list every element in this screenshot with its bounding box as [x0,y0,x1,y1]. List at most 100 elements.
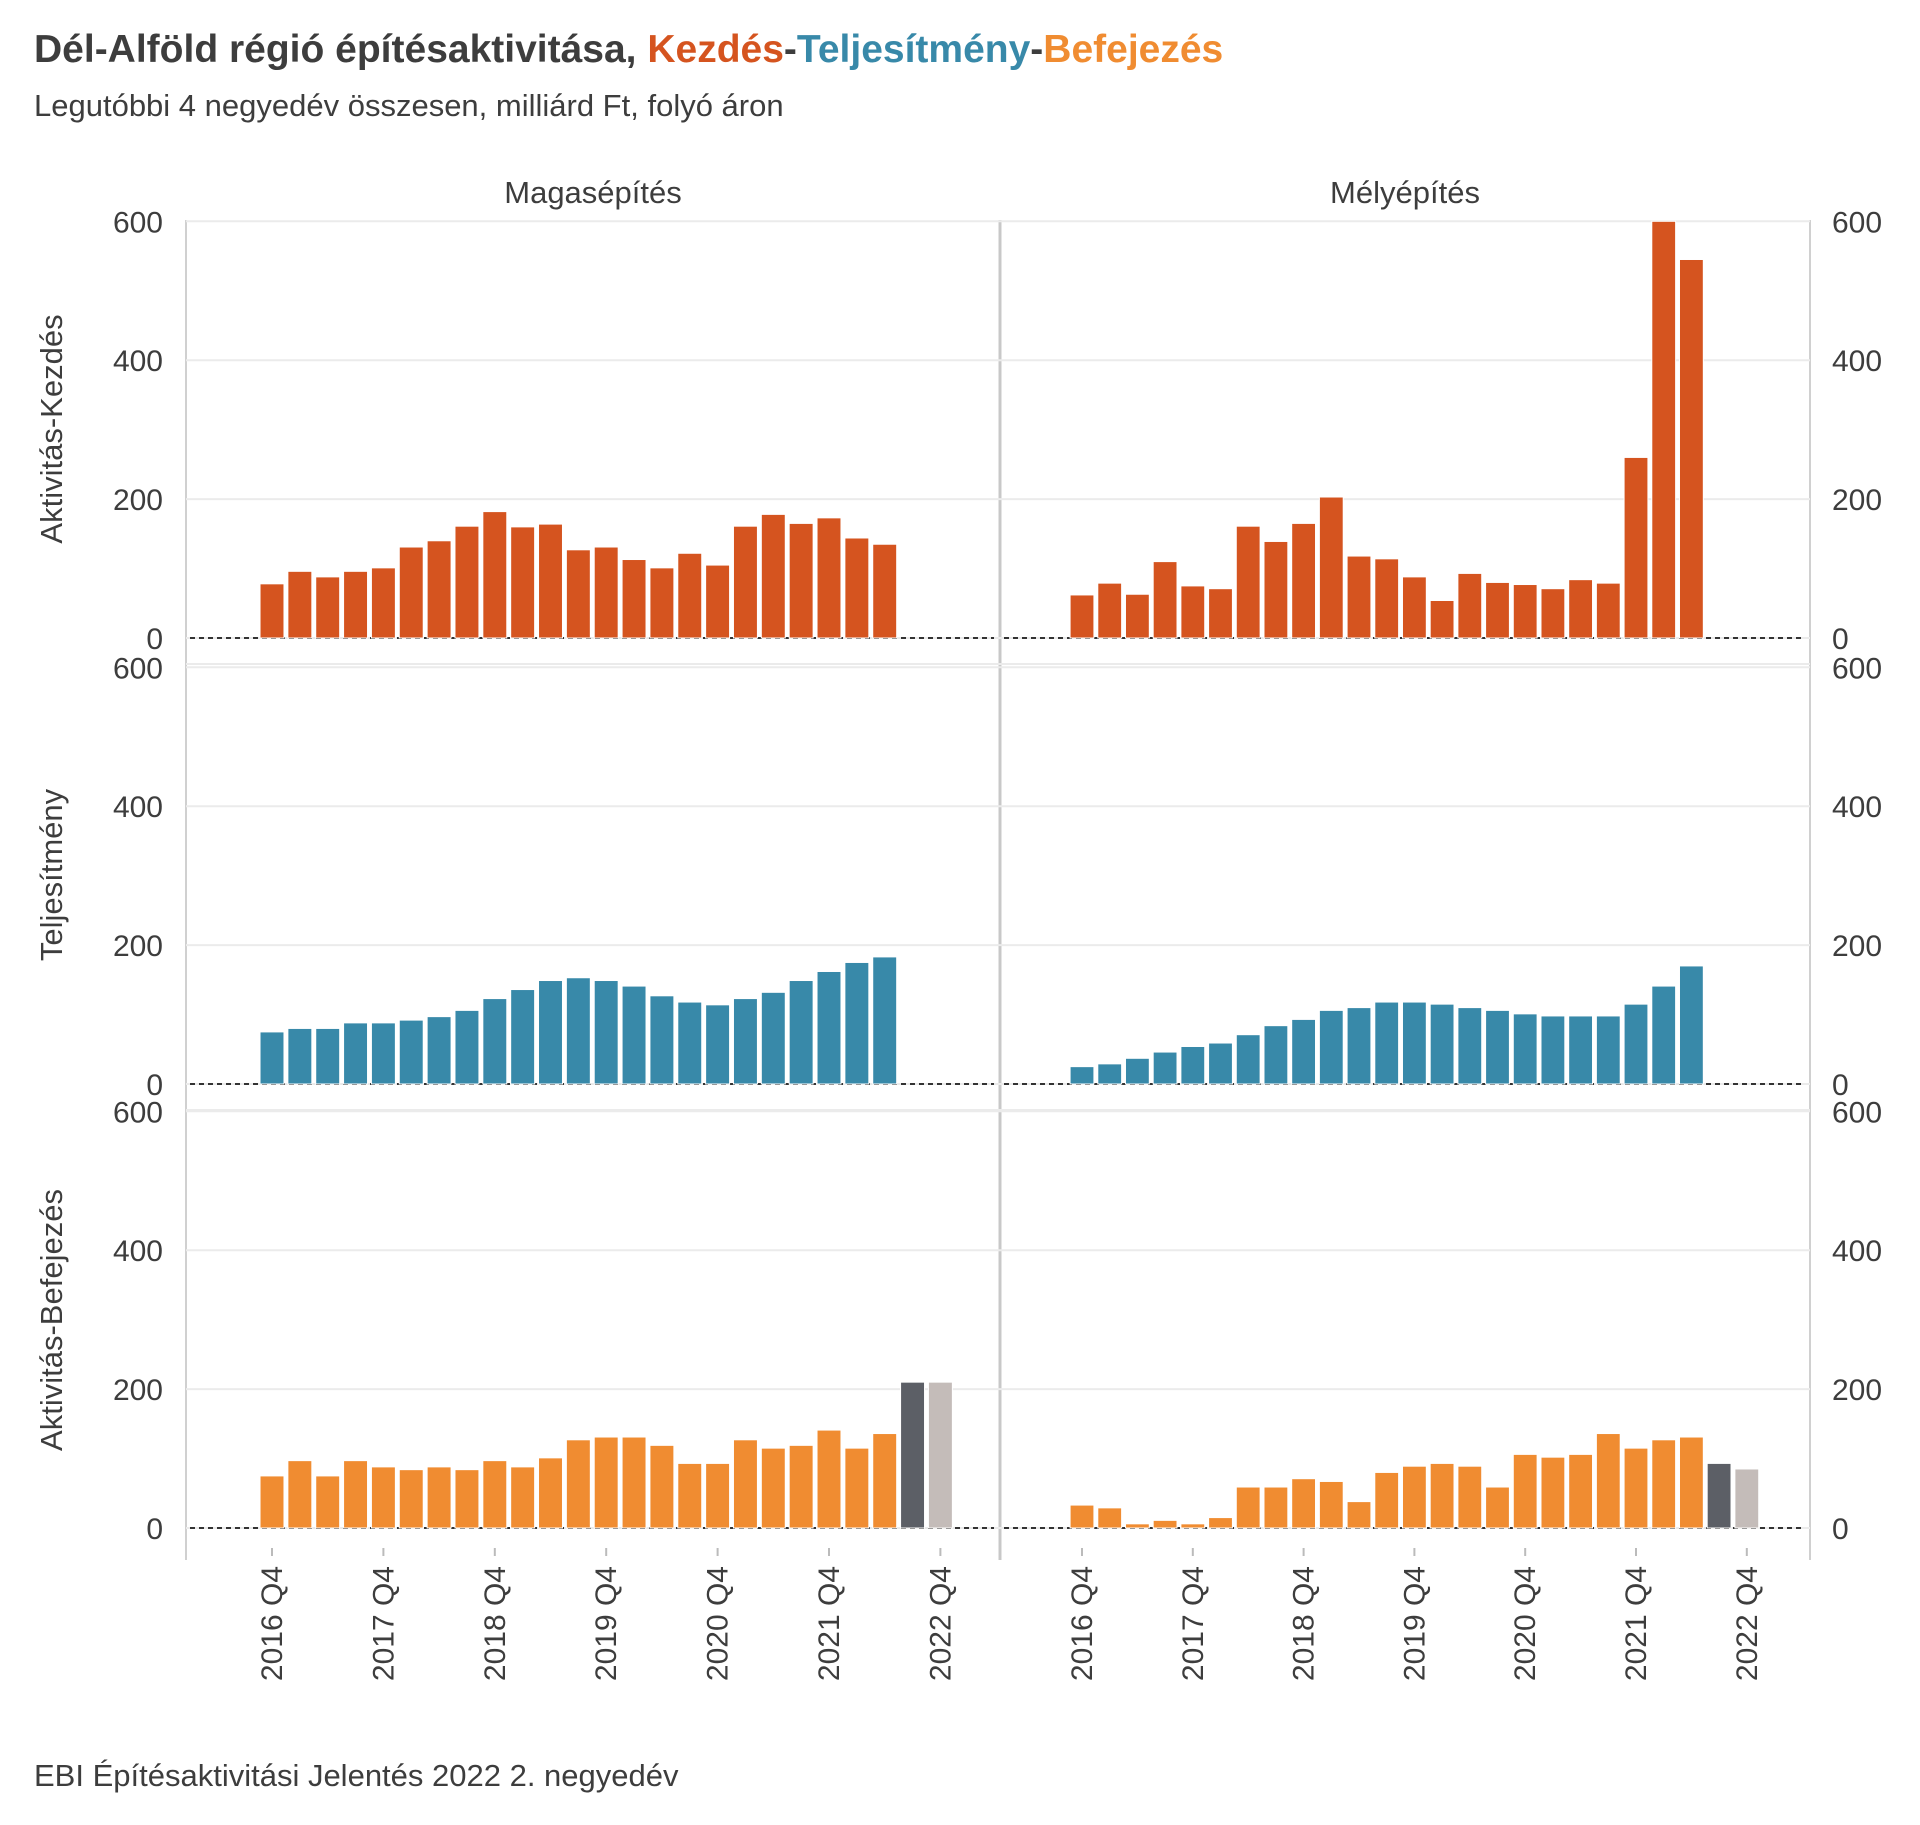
y-tick-label-right: 0 [1832,623,1849,656]
bar [1374,558,1400,639]
bar [1540,1456,1566,1529]
bar [287,570,313,639]
y-tick-label-left: 0 [146,1069,163,1102]
bar [1595,1433,1621,1529]
bar [1568,1015,1594,1085]
bar [844,537,870,639]
bar [343,1022,369,1085]
bar [705,1462,731,1529]
bar [259,1475,285,1529]
bar [538,523,563,639]
forecast-bar [900,1381,926,1529]
title-sep1: - [783,28,797,71]
bar [1457,1007,1483,1085]
y-tick-label-right: 600 [1832,652,1882,685]
bar [454,1009,480,1085]
bar [1374,1001,1400,1085]
bar [482,511,508,639]
bar [1651,1439,1677,1529]
bar [1512,1013,1538,1085]
forecast-bar [1706,1462,1732,1529]
bar [1291,1478,1317,1529]
x-tick-label: 2017 Q4 [367,1566,400,1681]
x-tick-label: 2018 Q4 [479,1566,512,1681]
title-sep2: - [1030,28,1044,71]
bar [816,1429,842,1529]
x-tick-label: 2021 Q4 [813,1566,846,1681]
bar [1124,1523,1150,1529]
bar [1568,1453,1594,1529]
x-tick-label: 2022 Q4 [924,1566,957,1681]
x-tick-label: 2019 Q4 [1398,1566,1431,1681]
y-axis-title-row-1: Aktivitás-Kezdés [34,314,69,543]
bar [788,1444,814,1529]
bar [1318,1009,1344,1085]
bar [1318,496,1344,639]
bar [621,985,647,1085]
y-tick-label-left: 400 [113,791,163,824]
bar [1623,456,1649,639]
bar [370,1466,396,1529]
bar [398,1469,424,1529]
bar [649,1444,675,1529]
facet-label-magasepites: Magasépítés [504,175,682,210]
bar [816,970,842,1085]
bar [565,977,591,1085]
bar [1401,1001,1427,1085]
y-tick-label-right: 600 [1832,1096,1882,1129]
bar [398,546,424,639]
x-tick-label: 2021 Q4 [1620,1566,1653,1681]
bar [454,525,480,639]
bar [510,989,536,1085]
bar [510,526,536,639]
bar [1152,561,1178,639]
bar [1346,1501,1372,1529]
bar [1069,1066,1095,1085]
y-axis-title-row-3: Aktivitás-Befejezés [34,1189,69,1451]
y-tick-label-right: 600 [1832,206,1882,239]
title-kezdes: Kezdés [647,28,784,71]
bar [454,1469,480,1529]
bar [1180,585,1206,639]
bar [732,1439,758,1529]
y-tick-label-left: 200 [113,484,163,517]
bar [1540,588,1566,639]
x-tick-label: 2020 Q4 [702,1566,735,1681]
bar [649,995,675,1085]
x-tick-label: 2016 Q4 [1066,1566,1099,1681]
bar [649,567,675,639]
bar [621,559,647,639]
bar [732,525,758,639]
bar [1152,1519,1178,1529]
forecast-bar [1734,1468,1760,1529]
bar [872,543,898,639]
bar [426,1466,452,1529]
bar [593,546,619,639]
bar [844,1447,870,1529]
bar [1457,1465,1483,1529]
bar [788,522,814,639]
bar [315,1027,341,1085]
x-tick-label: 2022 Q4 [1731,1566,1764,1681]
bar [788,980,814,1085]
bar [1208,588,1233,639]
y-tick-label-right: 400 [1832,791,1882,824]
bar [1485,1486,1510,1529]
bar [1152,1051,1178,1085]
x-tick-label: 2016 Q4 [256,1566,289,1681]
y-tick-label-left: 0 [146,623,163,656]
bar [1595,582,1621,639]
bar [1069,594,1095,639]
bar [510,1466,536,1529]
y-tick-label-left: 400 [113,345,163,378]
bar [1401,1465,1427,1529]
bar [1235,1486,1261,1529]
bar [315,576,341,639]
bar [705,1004,731,1085]
chart-title: Dél-Alföld régió építésaktivitása, Kezdé… [34,28,1223,72]
bar [426,540,452,639]
y-axis-title-row-2: Teljesítmény [34,788,69,961]
bar [593,1436,619,1529]
bar [1124,593,1150,639]
x-tick-label: 2019 Q4 [590,1566,623,1681]
